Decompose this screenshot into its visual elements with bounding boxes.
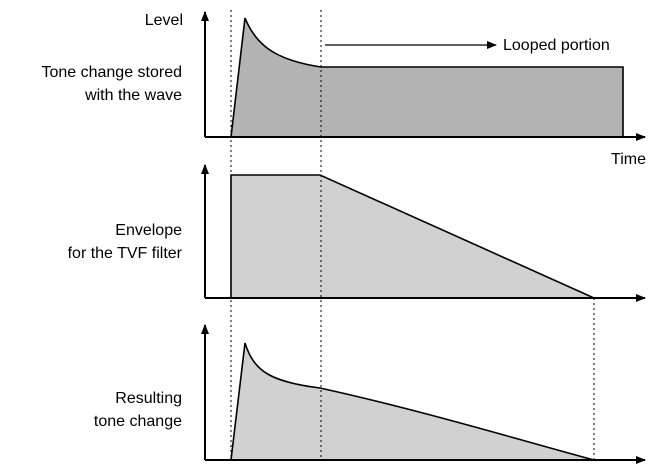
looped-portion-label: Looped portion	[503, 37, 610, 54]
time-label: Time	[611, 151, 646, 168]
panel2-label-line1: Envelope	[115, 222, 182, 239]
panel1-label-line1: Tone change stored	[41, 64, 182, 81]
panel3-label-line1: Resulting	[115, 390, 182, 407]
level-label: Level	[145, 12, 183, 29]
panel2-label-line2: for the TVF filter	[68, 245, 183, 262]
panel1-label-line2: with the wave	[84, 87, 182, 104]
tvf-envelope-area	[230, 174, 595, 299]
panel3-label-line2: tone change	[94, 413, 182, 430]
result-tone-area	[230, 342, 595, 461]
wave-tone-area	[230, 17, 624, 138]
